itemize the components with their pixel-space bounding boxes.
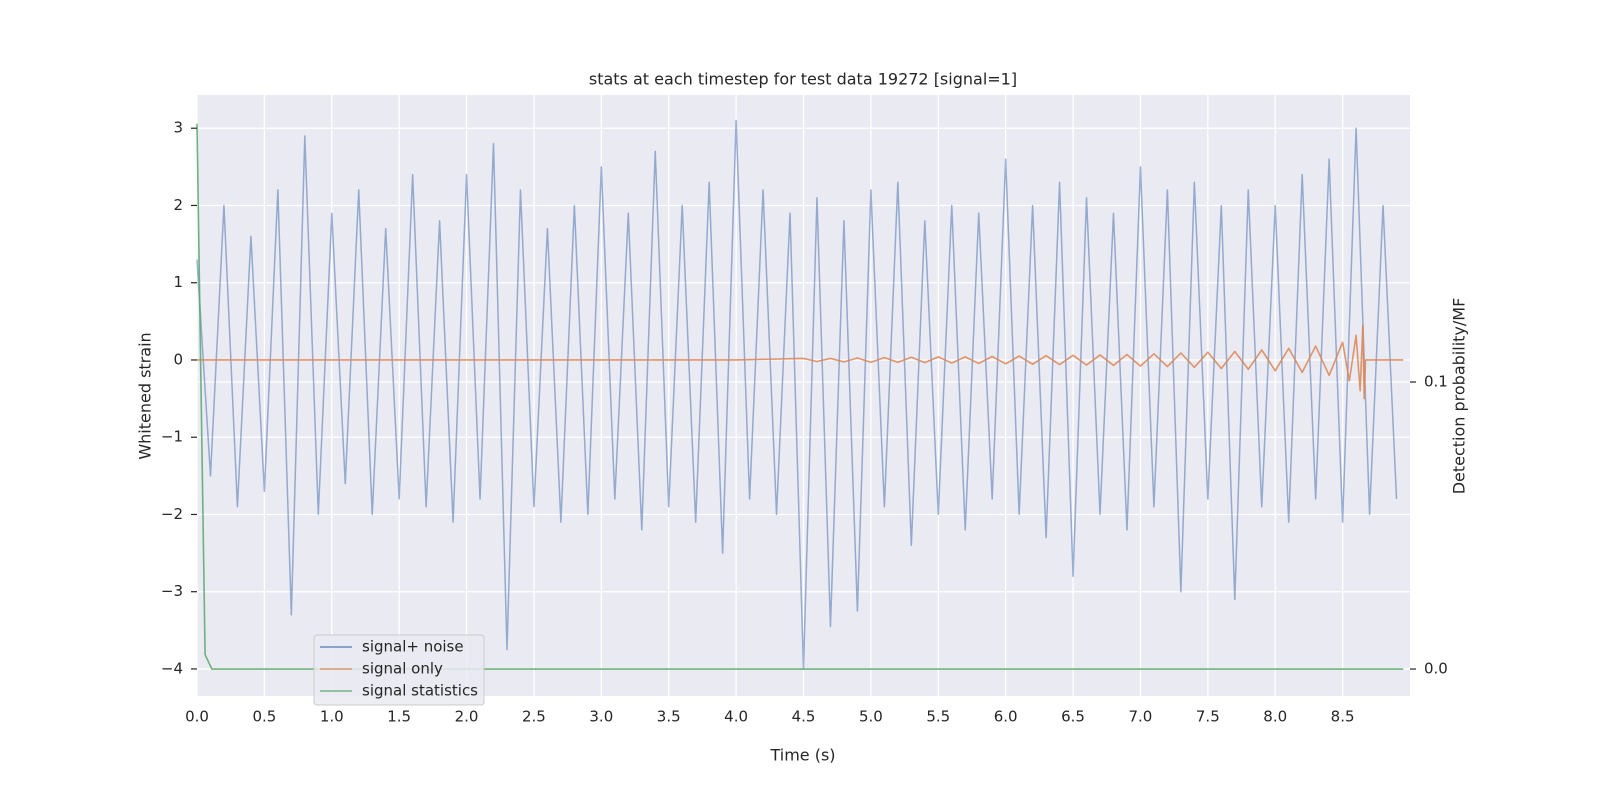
y-tick-label: −3 <box>161 582 183 600</box>
ticks: 0.0 0.5 1.0 1.5 2.0 2.5 3.0 3.5 4.0 4.5 5.0 5.5 6.0 6… <box>161 119 1448 726</box>
x-tick-label: 4.0 <box>724 708 748 726</box>
y-tick-label: 0 <box>173 350 183 368</box>
x-tick-label: 2.5 <box>522 708 546 726</box>
legend: signal+ noise signal only signal statistic… <box>313 634 485 706</box>
y-tick-label: −4 <box>161 659 183 677</box>
x-tick-label: 4.5 <box>792 708 816 726</box>
y-tick-label: 3 <box>173 119 183 137</box>
y2-axis-label: Detection probability/MF <box>1450 298 1469 495</box>
x-tick-label: 1.0 <box>320 708 344 726</box>
x-tick-label: 0.0 <box>185 708 209 726</box>
x-tick-label: 7.0 <box>1129 708 1153 726</box>
series-line <box>197 324 1404 400</box>
x-tick-label: 8.0 <box>1263 708 1287 726</box>
x-tick-label: 5.5 <box>926 708 950 726</box>
x-tick-label: 7.5 <box>1196 708 1220 726</box>
x-tick-label: 6.5 <box>1061 708 1085 726</box>
chart-title: stats at each timestep for test data 192… <box>589 70 1017 89</box>
y-axis-label: Whitened strain <box>136 332 155 459</box>
x-tick-label: 5.0 <box>859 708 883 726</box>
series-group <box>196 119 1404 670</box>
y-tick-label: 1 <box>173 273 183 291</box>
x-tick-label: 3.0 <box>589 708 613 726</box>
x-tick-label: 8.5 <box>1331 708 1355 726</box>
x-tick-label: 3.5 <box>657 708 681 726</box>
x-tick-label: 1.5 <box>387 708 411 726</box>
x-axis-label: Time (s) <box>769 746 835 765</box>
y-tick-label: 2 <box>173 196 183 214</box>
x-tick-label: 2.0 <box>455 708 479 726</box>
y2-tick-label: 0.0 <box>1424 660 1448 678</box>
series-line <box>196 119 1398 670</box>
x-tick-label: 6.0 <box>994 708 1018 726</box>
y2-tick-label: 0.1 <box>1424 373 1448 391</box>
legend-box <box>313 634 485 706</box>
legend-label: signal only <box>362 660 443 678</box>
series-line <box>196 123 1404 670</box>
x-tick-label: 0.5 <box>252 708 276 726</box>
legend-label: signal+ noise <box>362 638 464 656</box>
legend-label: signal statistics <box>362 682 478 700</box>
y-tick-label: −2 <box>161 505 183 523</box>
y-tick-label: −1 <box>161 428 183 446</box>
